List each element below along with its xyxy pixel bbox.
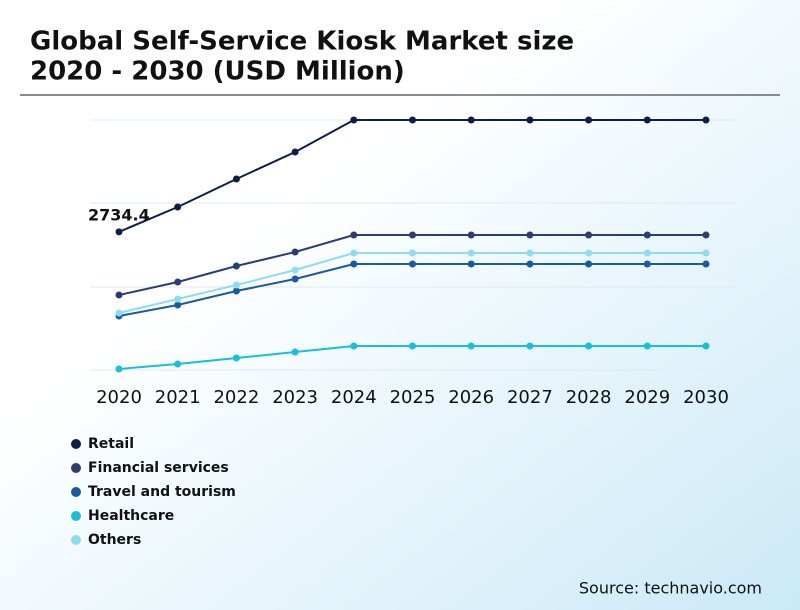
data-point	[232, 287, 240, 295]
data-point	[291, 266, 299, 274]
data-point	[702, 260, 710, 268]
data-point	[585, 249, 593, 257]
legend-label: Others	[88, 532, 141, 548]
data-point	[526, 249, 534, 257]
data-point	[291, 148, 299, 156]
data-point	[467, 260, 475, 268]
x-tick-label: 2023	[272, 387, 318, 408]
data-point	[115, 309, 123, 317]
data-point	[643, 116, 651, 124]
data-point	[409, 249, 416, 257]
x-tick-label: 2030	[683, 387, 729, 408]
data-point	[291, 248, 299, 256]
data-point	[526, 116, 534, 124]
data-point	[232, 281, 240, 289]
legend-label: Financial services	[88, 460, 229, 476]
legend-marker	[71, 511, 81, 521]
data-point	[643, 249, 651, 257]
data-point	[232, 262, 240, 270]
chart-title: 2020 - 2030 (USD Million)	[30, 57, 405, 87]
legend-marker	[71, 463, 81, 473]
data-point	[174, 360, 182, 368]
data-point	[232, 354, 240, 362]
x-tick-label: 2025	[390, 387, 436, 408]
data-point	[467, 231, 475, 239]
data-point	[585, 260, 593, 268]
data-point	[174, 295, 182, 303]
legend-label: Travel and tourism	[88, 484, 236, 500]
chart-title: Global Self-Service Kiosk Market size	[30, 27, 574, 57]
data-point	[702, 116, 710, 124]
data-point	[467, 116, 475, 124]
data-point	[409, 342, 416, 350]
data-point	[350, 116, 358, 124]
legend-label: Healthcare	[88, 508, 174, 524]
data-point	[232, 175, 240, 183]
data-point	[643, 260, 651, 268]
legend-label: Retail	[88, 436, 134, 452]
data-point	[350, 249, 358, 257]
x-tick-label: 2027	[507, 387, 553, 408]
data-point	[174, 278, 182, 286]
data-point	[291, 275, 299, 283]
data-point	[467, 342, 475, 350]
data-point	[526, 231, 534, 239]
x-tick-label: 2028	[566, 387, 612, 408]
data-point	[643, 342, 651, 350]
x-tick-label: 2021	[155, 387, 201, 408]
data-point	[467, 249, 475, 257]
data-point	[350, 260, 358, 268]
data-point	[115, 291, 123, 299]
data-point	[526, 342, 534, 350]
data-point	[526, 260, 534, 268]
data-point	[115, 365, 123, 373]
legend-marker	[71, 535, 81, 545]
data-point	[291, 348, 299, 356]
data-point	[350, 342, 358, 350]
data-point	[702, 231, 710, 239]
data-point	[174, 301, 182, 309]
x-tick-label: 2022	[213, 387, 259, 408]
legend-marker	[71, 487, 81, 497]
legend-marker	[71, 439, 81, 449]
x-tick-label: 2020	[96, 387, 142, 408]
data-point	[409, 260, 416, 268]
data-point	[174, 203, 182, 211]
data-point	[409, 116, 416, 124]
data-point	[409, 231, 416, 239]
data-point	[585, 116, 593, 124]
data-point	[643, 231, 651, 239]
data-point	[702, 249, 710, 257]
data-point	[350, 231, 358, 239]
x-tick-label: 2026	[448, 387, 494, 408]
source: Source: technavio.com	[579, 579, 762, 598]
data-point	[585, 231, 593, 239]
x-tick-label: 2029	[624, 387, 670, 408]
data-point	[585, 342, 593, 350]
x-tick-label: 2024	[331, 387, 377, 408]
data-label: 2734.4	[88, 205, 150, 224]
data-point	[115, 228, 123, 236]
data-point	[702, 342, 710, 350]
